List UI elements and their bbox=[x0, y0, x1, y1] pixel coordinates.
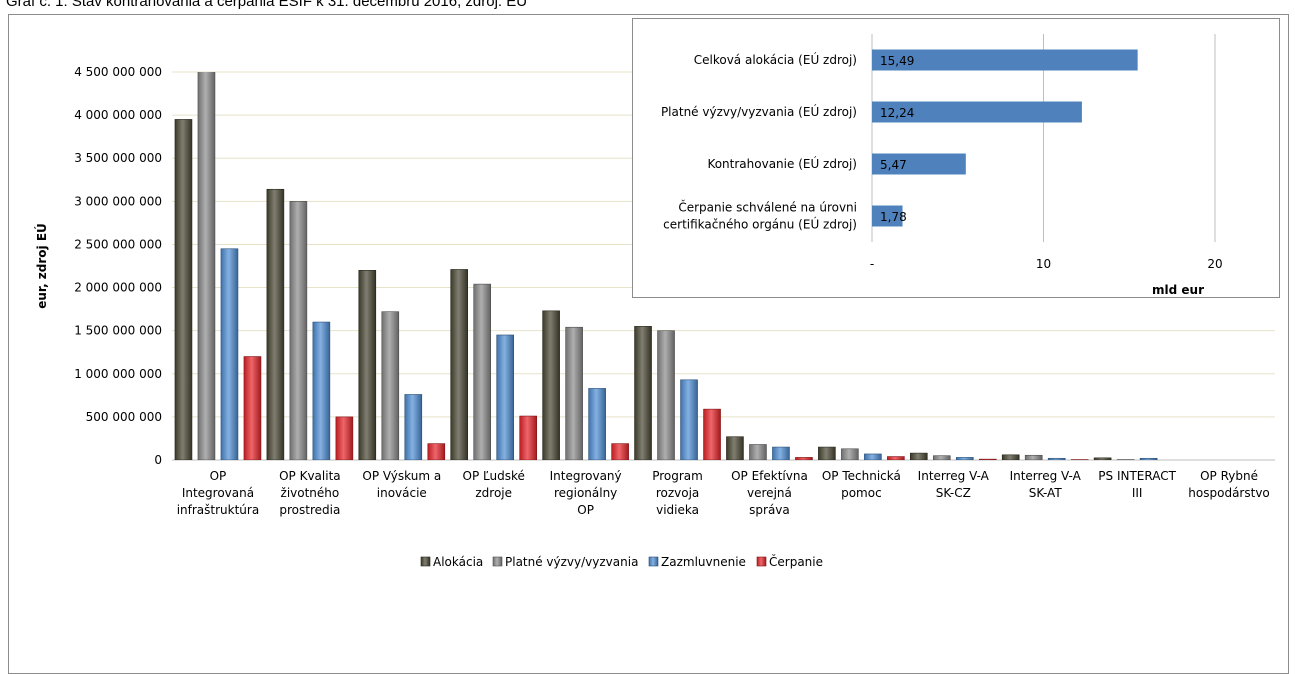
x-tick-label: - bbox=[870, 257, 874, 271]
x-axis-title: mld eur bbox=[1152, 283, 1204, 297]
y-tick-label: certifikačného orgánu (EÚ zdroj) bbox=[663, 217, 857, 232]
data-label: 12,24 bbox=[880, 106, 914, 120]
data-label: 15,49 bbox=[880, 54, 914, 68]
data-label: 5,47 bbox=[880, 158, 907, 172]
x-tick-label: 20 bbox=[1207, 257, 1222, 271]
y-tick-label: Celková alokácia (EÚ zdroj) bbox=[694, 52, 857, 67]
y-tick-label: Kontrahovanie (EÚ zdroj) bbox=[707, 156, 857, 171]
x-tick-label: 10 bbox=[1036, 257, 1051, 271]
y-tick-label: Platné výzvy/vyzvania (EÚ zdroj) bbox=[661, 104, 857, 119]
data-label: 1,78 bbox=[880, 210, 907, 224]
y-tick-label: Čerpanie schválené na úrovni bbox=[678, 200, 857, 215]
